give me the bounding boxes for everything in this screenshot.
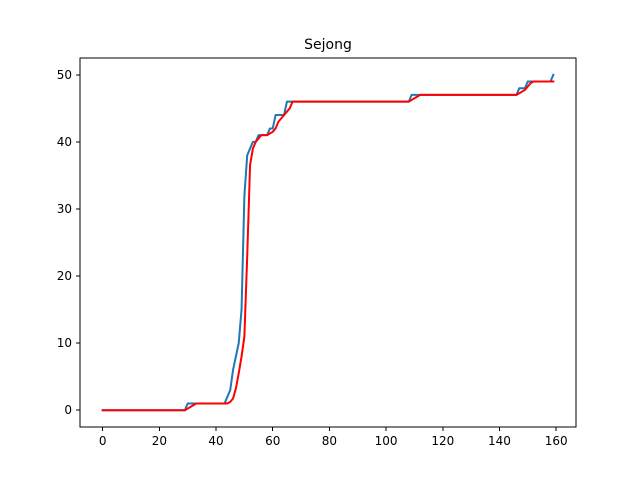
axes-layer: 0 20 40 60 80 100 120 140 160 0 10 20 30 40 50 bbox=[57, 57, 577, 448]
y-tick-label: 0 bbox=[64, 403, 72, 417]
series-2-line bbox=[101, 80, 555, 412]
y-tick-label: 40 bbox=[57, 135, 72, 149]
y-tick-label: 30 bbox=[57, 202, 72, 216]
x-tick-label: 40 bbox=[208, 434, 223, 448]
x-tick-label: 20 bbox=[152, 434, 167, 448]
x-tick-label: 0 bbox=[99, 434, 107, 448]
x-tick-label: 80 bbox=[322, 434, 337, 448]
y-tick-label: 20 bbox=[57, 269, 72, 283]
y-tick-label: 50 bbox=[57, 68, 72, 82]
x-tick-label: 100 bbox=[375, 434, 398, 448]
series-layer bbox=[101, 73, 555, 412]
x-tick-label: 60 bbox=[265, 434, 280, 448]
x-tick-label: 160 bbox=[545, 434, 568, 448]
plot-frame bbox=[79, 57, 577, 428]
y-tick-label: 10 bbox=[57, 336, 72, 350]
x-tick-label: 120 bbox=[431, 434, 454, 448]
series-1-line bbox=[101, 73, 555, 412]
chart-title: Sejong bbox=[304, 37, 352, 53]
x-tick-label: 140 bbox=[488, 434, 511, 448]
